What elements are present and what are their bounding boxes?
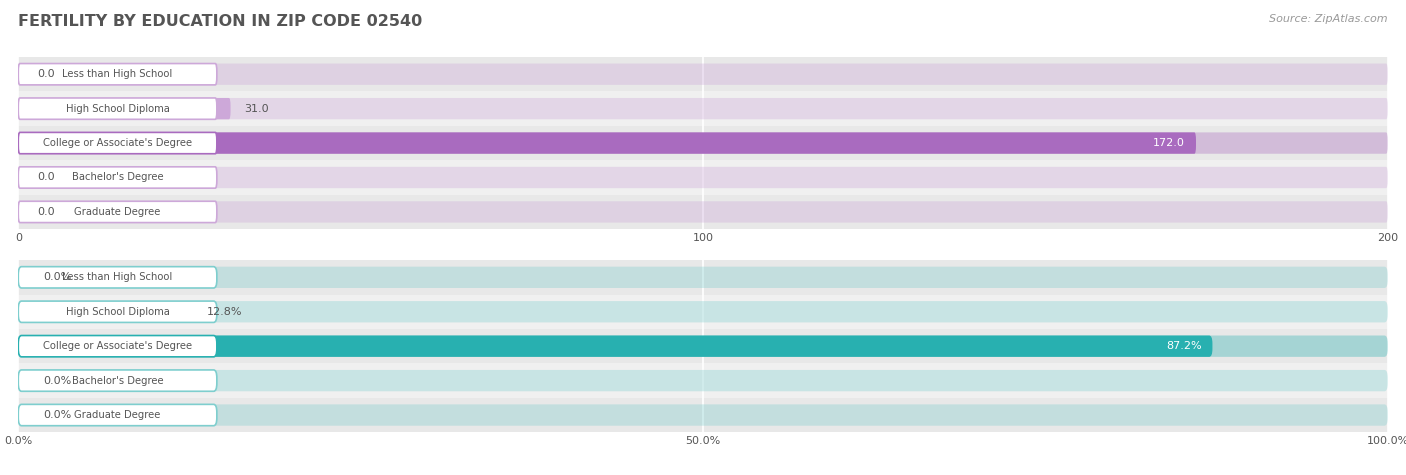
- FancyBboxPatch shape: [18, 370, 30, 391]
- Text: 0.0: 0.0: [38, 207, 55, 217]
- Text: 31.0: 31.0: [245, 104, 269, 114]
- Text: High School Diploma: High School Diploma: [66, 307, 170, 317]
- FancyBboxPatch shape: [18, 301, 217, 323]
- Bar: [18, 126, 1388, 160]
- Text: Less than High School: Less than High School: [62, 272, 173, 282]
- Text: 0.0%: 0.0%: [44, 376, 72, 386]
- FancyBboxPatch shape: [18, 301, 1388, 323]
- Bar: [18, 398, 1388, 432]
- FancyBboxPatch shape: [18, 266, 1388, 288]
- FancyBboxPatch shape: [18, 404, 30, 426]
- Text: Bachelor's Degree: Bachelor's Degree: [72, 172, 163, 182]
- Text: FERTILITY BY EDUCATION IN ZIP CODE 02540: FERTILITY BY EDUCATION IN ZIP CODE 02540: [18, 14, 423, 29]
- FancyBboxPatch shape: [18, 167, 24, 188]
- FancyBboxPatch shape: [18, 201, 1388, 223]
- FancyBboxPatch shape: [18, 64, 217, 85]
- Text: 0.0: 0.0: [38, 172, 55, 182]
- Bar: [18, 57, 1388, 91]
- FancyBboxPatch shape: [18, 64, 1388, 85]
- FancyBboxPatch shape: [18, 335, 1388, 357]
- Bar: [18, 91, 1388, 126]
- Bar: [18, 294, 1388, 329]
- Text: 0.0%: 0.0%: [44, 410, 72, 420]
- Bar: [18, 260, 1388, 294]
- Text: Less than High School: Less than High School: [62, 69, 173, 79]
- FancyBboxPatch shape: [18, 133, 1197, 154]
- FancyBboxPatch shape: [18, 201, 24, 223]
- FancyBboxPatch shape: [18, 266, 30, 288]
- FancyBboxPatch shape: [18, 133, 217, 154]
- FancyBboxPatch shape: [18, 370, 1388, 391]
- Text: 12.8%: 12.8%: [207, 307, 243, 317]
- FancyBboxPatch shape: [18, 201, 217, 223]
- FancyBboxPatch shape: [18, 98, 217, 119]
- FancyBboxPatch shape: [18, 266, 217, 288]
- FancyBboxPatch shape: [18, 335, 217, 357]
- Bar: [18, 195, 1388, 229]
- Bar: [18, 329, 1388, 363]
- FancyBboxPatch shape: [18, 301, 194, 323]
- FancyBboxPatch shape: [18, 167, 1388, 188]
- FancyBboxPatch shape: [18, 64, 24, 85]
- Text: 0.0%: 0.0%: [44, 272, 72, 282]
- FancyBboxPatch shape: [18, 404, 1388, 426]
- Text: 0.0: 0.0: [38, 69, 55, 79]
- Bar: [18, 160, 1388, 195]
- FancyBboxPatch shape: [18, 404, 217, 426]
- Bar: [18, 363, 1388, 398]
- Text: College or Associate's Degree: College or Associate's Degree: [44, 138, 193, 148]
- FancyBboxPatch shape: [18, 370, 217, 391]
- Text: 87.2%: 87.2%: [1166, 341, 1202, 351]
- Text: Source: ZipAtlas.com: Source: ZipAtlas.com: [1270, 14, 1388, 24]
- Text: College or Associate's Degree: College or Associate's Degree: [44, 341, 193, 351]
- FancyBboxPatch shape: [18, 98, 231, 119]
- FancyBboxPatch shape: [18, 98, 1388, 119]
- FancyBboxPatch shape: [18, 335, 1212, 357]
- Text: Bachelor's Degree: Bachelor's Degree: [72, 376, 163, 386]
- FancyBboxPatch shape: [18, 133, 1388, 154]
- Text: High School Diploma: High School Diploma: [66, 104, 170, 114]
- FancyBboxPatch shape: [18, 167, 217, 188]
- Text: Graduate Degree: Graduate Degree: [75, 410, 160, 420]
- Text: 172.0: 172.0: [1153, 138, 1185, 148]
- Text: Graduate Degree: Graduate Degree: [75, 207, 160, 217]
